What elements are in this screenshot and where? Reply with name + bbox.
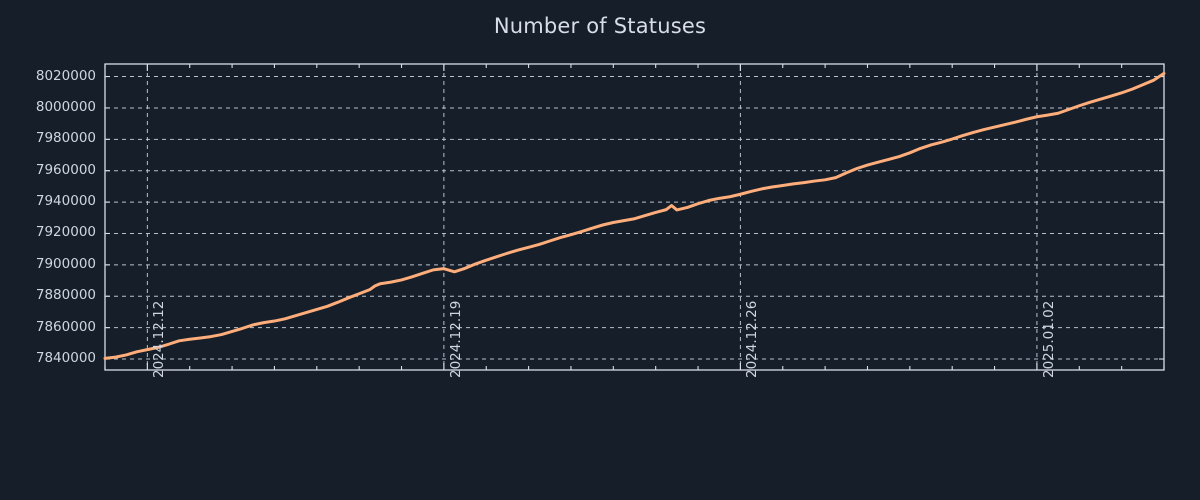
x-axis-tick-label: 2024.12.19	[447, 300, 464, 378]
x-axis-tick-label: 2024.12.26	[744, 300, 761, 378]
plot-frame	[104, 63, 1165, 371]
y-axis-tick-label: 8020000	[35, 67, 96, 84]
y-axis-tick-label: 7960000	[35, 161, 96, 178]
y-axis-tick-label: 8000000	[35, 98, 96, 115]
y-axis-tick-label: 7860000	[35, 318, 96, 335]
y-axis-tick-label: 7900000	[35, 255, 96, 272]
grid-horizontal	[106, 76, 1163, 360]
data-series-line	[103, 71, 1166, 360]
x-axis-tick-label: 2025.01.02	[1040, 300, 1057, 378]
y-axis-tick-label: 7880000	[35, 287, 96, 304]
y-axis-tick-label: 7920000	[35, 224, 96, 241]
y-axis-tick-label: 7940000	[35, 193, 96, 210]
x-axis-tick-label: 2024.12.12	[151, 300, 168, 378]
page-title: Number of Statuses	[493, 14, 707, 38]
y-axis-tick-label: 7840000	[35, 350, 96, 366]
y-axis-tick-label: 7980000	[35, 130, 96, 147]
grid-vertical	[146, 65, 1038, 369]
